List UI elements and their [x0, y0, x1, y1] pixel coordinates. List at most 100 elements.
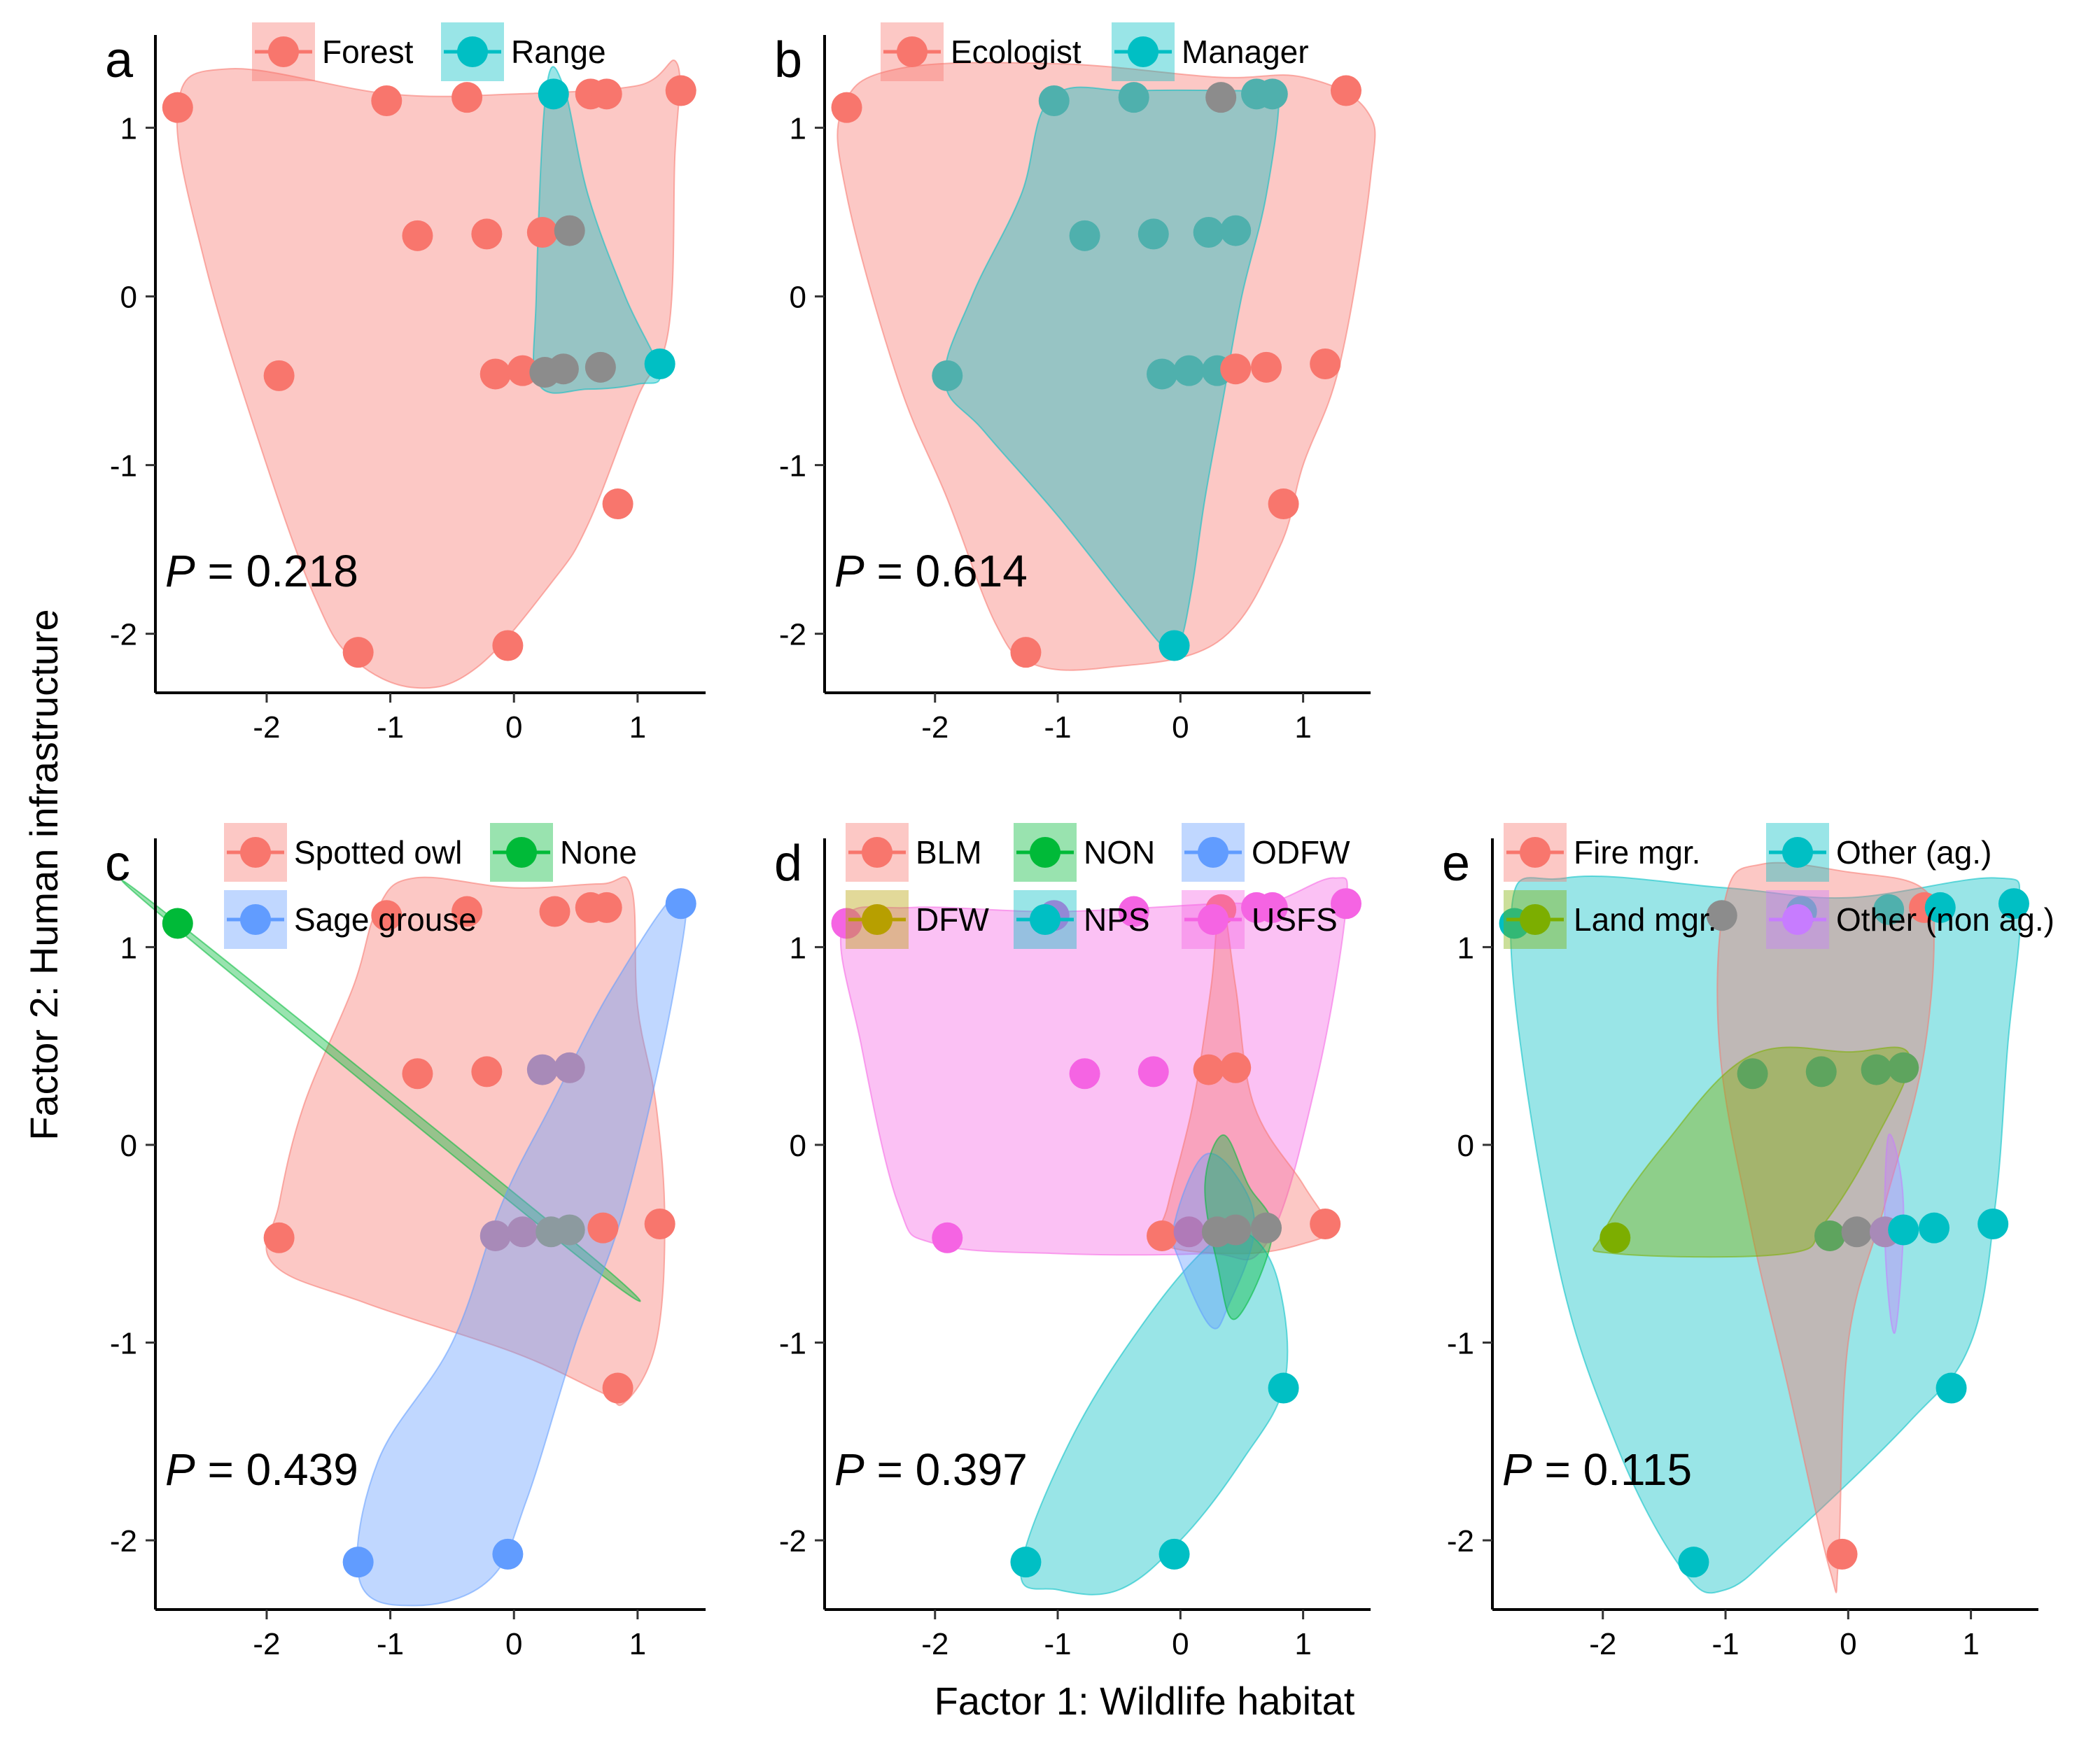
- data-point: [162, 908, 193, 939]
- panel-letter: d: [774, 836, 802, 892]
- data-point: [1924, 892, 1956, 923]
- data-point: [1118, 896, 1149, 927]
- data-point: [591, 78, 622, 110]
- legend-label: Other (ag.): [1836, 834, 1991, 871]
- hull-c-2: [356, 891, 687, 1607]
- legend-key-dot: [457, 36, 488, 67]
- data-point: [1935, 1372, 1967, 1404]
- x-tick-label: 1: [1294, 710, 1311, 745]
- data-point: [1268, 488, 1299, 520]
- data-point: [1158, 630, 1190, 661]
- data-point: [584, 351, 616, 383]
- legend-label: Land mgr.: [1574, 901, 1717, 938]
- data-point: [1010, 637, 1042, 668]
- y-tick-label: -2: [1447, 1524, 1474, 1558]
- legend: Fire mgr. Land mgr. Other (ag.) Other (non …: [1504, 823, 2054, 949]
- panel-a: -2 -1 0 1 -2 -1 0 1 a P = 0.218 Forest Range: [105, 22, 706, 745]
- x-tick-label: 0: [505, 710, 522, 745]
- data-point: [1118, 82, 1149, 113]
- points: [1499, 888, 2029, 1578]
- data-point: [1251, 351, 1282, 383]
- legend-label: NON: [1084, 834, 1155, 871]
- data-point: [554, 1214, 585, 1246]
- legend-label: Sage grouse: [294, 901, 477, 938]
- legend-label: Manager: [1182, 34, 1309, 70]
- data-point: [644, 1209, 676, 1239]
- data-point: [1173, 1216, 1205, 1248]
- data-point: [1138, 1056, 1169, 1087]
- p-value-label: P = 0.397: [834, 1444, 1028, 1495]
- data-point: [263, 360, 295, 391]
- panel-letter: e: [1442, 836, 1470, 892]
- data-point: [1193, 217, 1224, 248]
- data-point: [1268, 1372, 1299, 1404]
- legend-label: DFW: [916, 901, 989, 938]
- y-tick-label: 1: [120, 112, 137, 146]
- data-point: [1330, 75, 1362, 106]
- x-tick-label: -2: [253, 710, 280, 745]
- legend: Ecologist Manager: [881, 22, 1309, 81]
- data-point: [1205, 82, 1237, 113]
- data-point: [554, 1052, 585, 1083]
- data-point: [162, 92, 193, 123]
- data-point: [1147, 1220, 1178, 1251]
- x-axis-title: Factor 1: Wildlife habitat: [934, 1679, 1355, 1723]
- data-point: [402, 220, 433, 251]
- y-tick-label: -2: [779, 1524, 806, 1558]
- data-point: [1256, 78, 1288, 110]
- data-point: [1861, 1054, 1892, 1085]
- data-point: [371, 85, 402, 116]
- points: [831, 888, 1362, 1578]
- data-point: [1220, 353, 1252, 385]
- legend: BLM NON ODFW DFW NPS USFS: [846, 823, 1350, 949]
- data-point: [479, 1220, 511, 1251]
- data-point: [402, 1058, 433, 1090]
- data-point: [932, 360, 963, 391]
- data-point: [1251, 1212, 1282, 1244]
- y-tick-label: -2: [110, 618, 137, 652]
- y-tick-label: 0: [790, 1129, 806, 1163]
- data-point: [1069, 220, 1100, 251]
- y-tick-label: 1: [790, 112, 806, 146]
- y-tick-label: -2: [779, 618, 806, 652]
- p-value-label: P = 0.614: [834, 546, 1028, 596]
- p-value-label: P = 0.115: [1502, 1444, 1692, 1495]
- x-tick-label: -1: [1712, 1627, 1739, 1661]
- data-point: [471, 1056, 503, 1087]
- data-point: [1220, 1052, 1252, 1083]
- panel-e: -2 -1 0 1 -2 -1 0 1 e P = 0.115 Fire mgr. Land mgr.…: [1442, 823, 2054, 1661]
- data-point: [539, 896, 570, 927]
- legend-key-dot: [240, 837, 271, 868]
- legend-key-dot: [862, 837, 892, 868]
- points: [162, 75, 696, 668]
- y-tick-label: -1: [110, 449, 137, 484]
- p-value-label: P = 0.439: [165, 1444, 358, 1495]
- legend-label: ODFW: [1252, 834, 1350, 871]
- y-tick-label: -1: [110, 1327, 137, 1361]
- legend-key-dot: [240, 904, 271, 935]
- legend: Spotted owl None Sage grouse: [224, 823, 637, 949]
- legend-key-dot: [1782, 904, 1813, 935]
- data-point: [1888, 1214, 1919, 1246]
- data-point: [1193, 1054, 1224, 1085]
- legend-label: Spotted owl: [294, 834, 462, 871]
- y-tick-label: -1: [779, 1327, 806, 1361]
- data-point: [507, 355, 538, 386]
- data-point: [1147, 358, 1178, 390]
- y-tick-label: 0: [120, 281, 137, 315]
- y-axis-title: Factor 2: Human infrastructure: [22, 609, 66, 1140]
- legend-label: Fire mgr.: [1574, 834, 1700, 871]
- legend-label: None: [560, 834, 637, 871]
- legend-key-dot: [1520, 837, 1550, 868]
- data-point: [371, 900, 402, 931]
- x-tick-label: -2: [921, 710, 948, 745]
- data-point: [665, 888, 696, 920]
- y-tick-label: -2: [110, 1524, 137, 1558]
- hull-e-0: [1510, 875, 2022, 1594]
- legend-key-dot: [1030, 837, 1060, 868]
- y-tick-label: 0: [1457, 1129, 1474, 1163]
- hulls: [176, 59, 681, 689]
- data-point: [1310, 1209, 1341, 1239]
